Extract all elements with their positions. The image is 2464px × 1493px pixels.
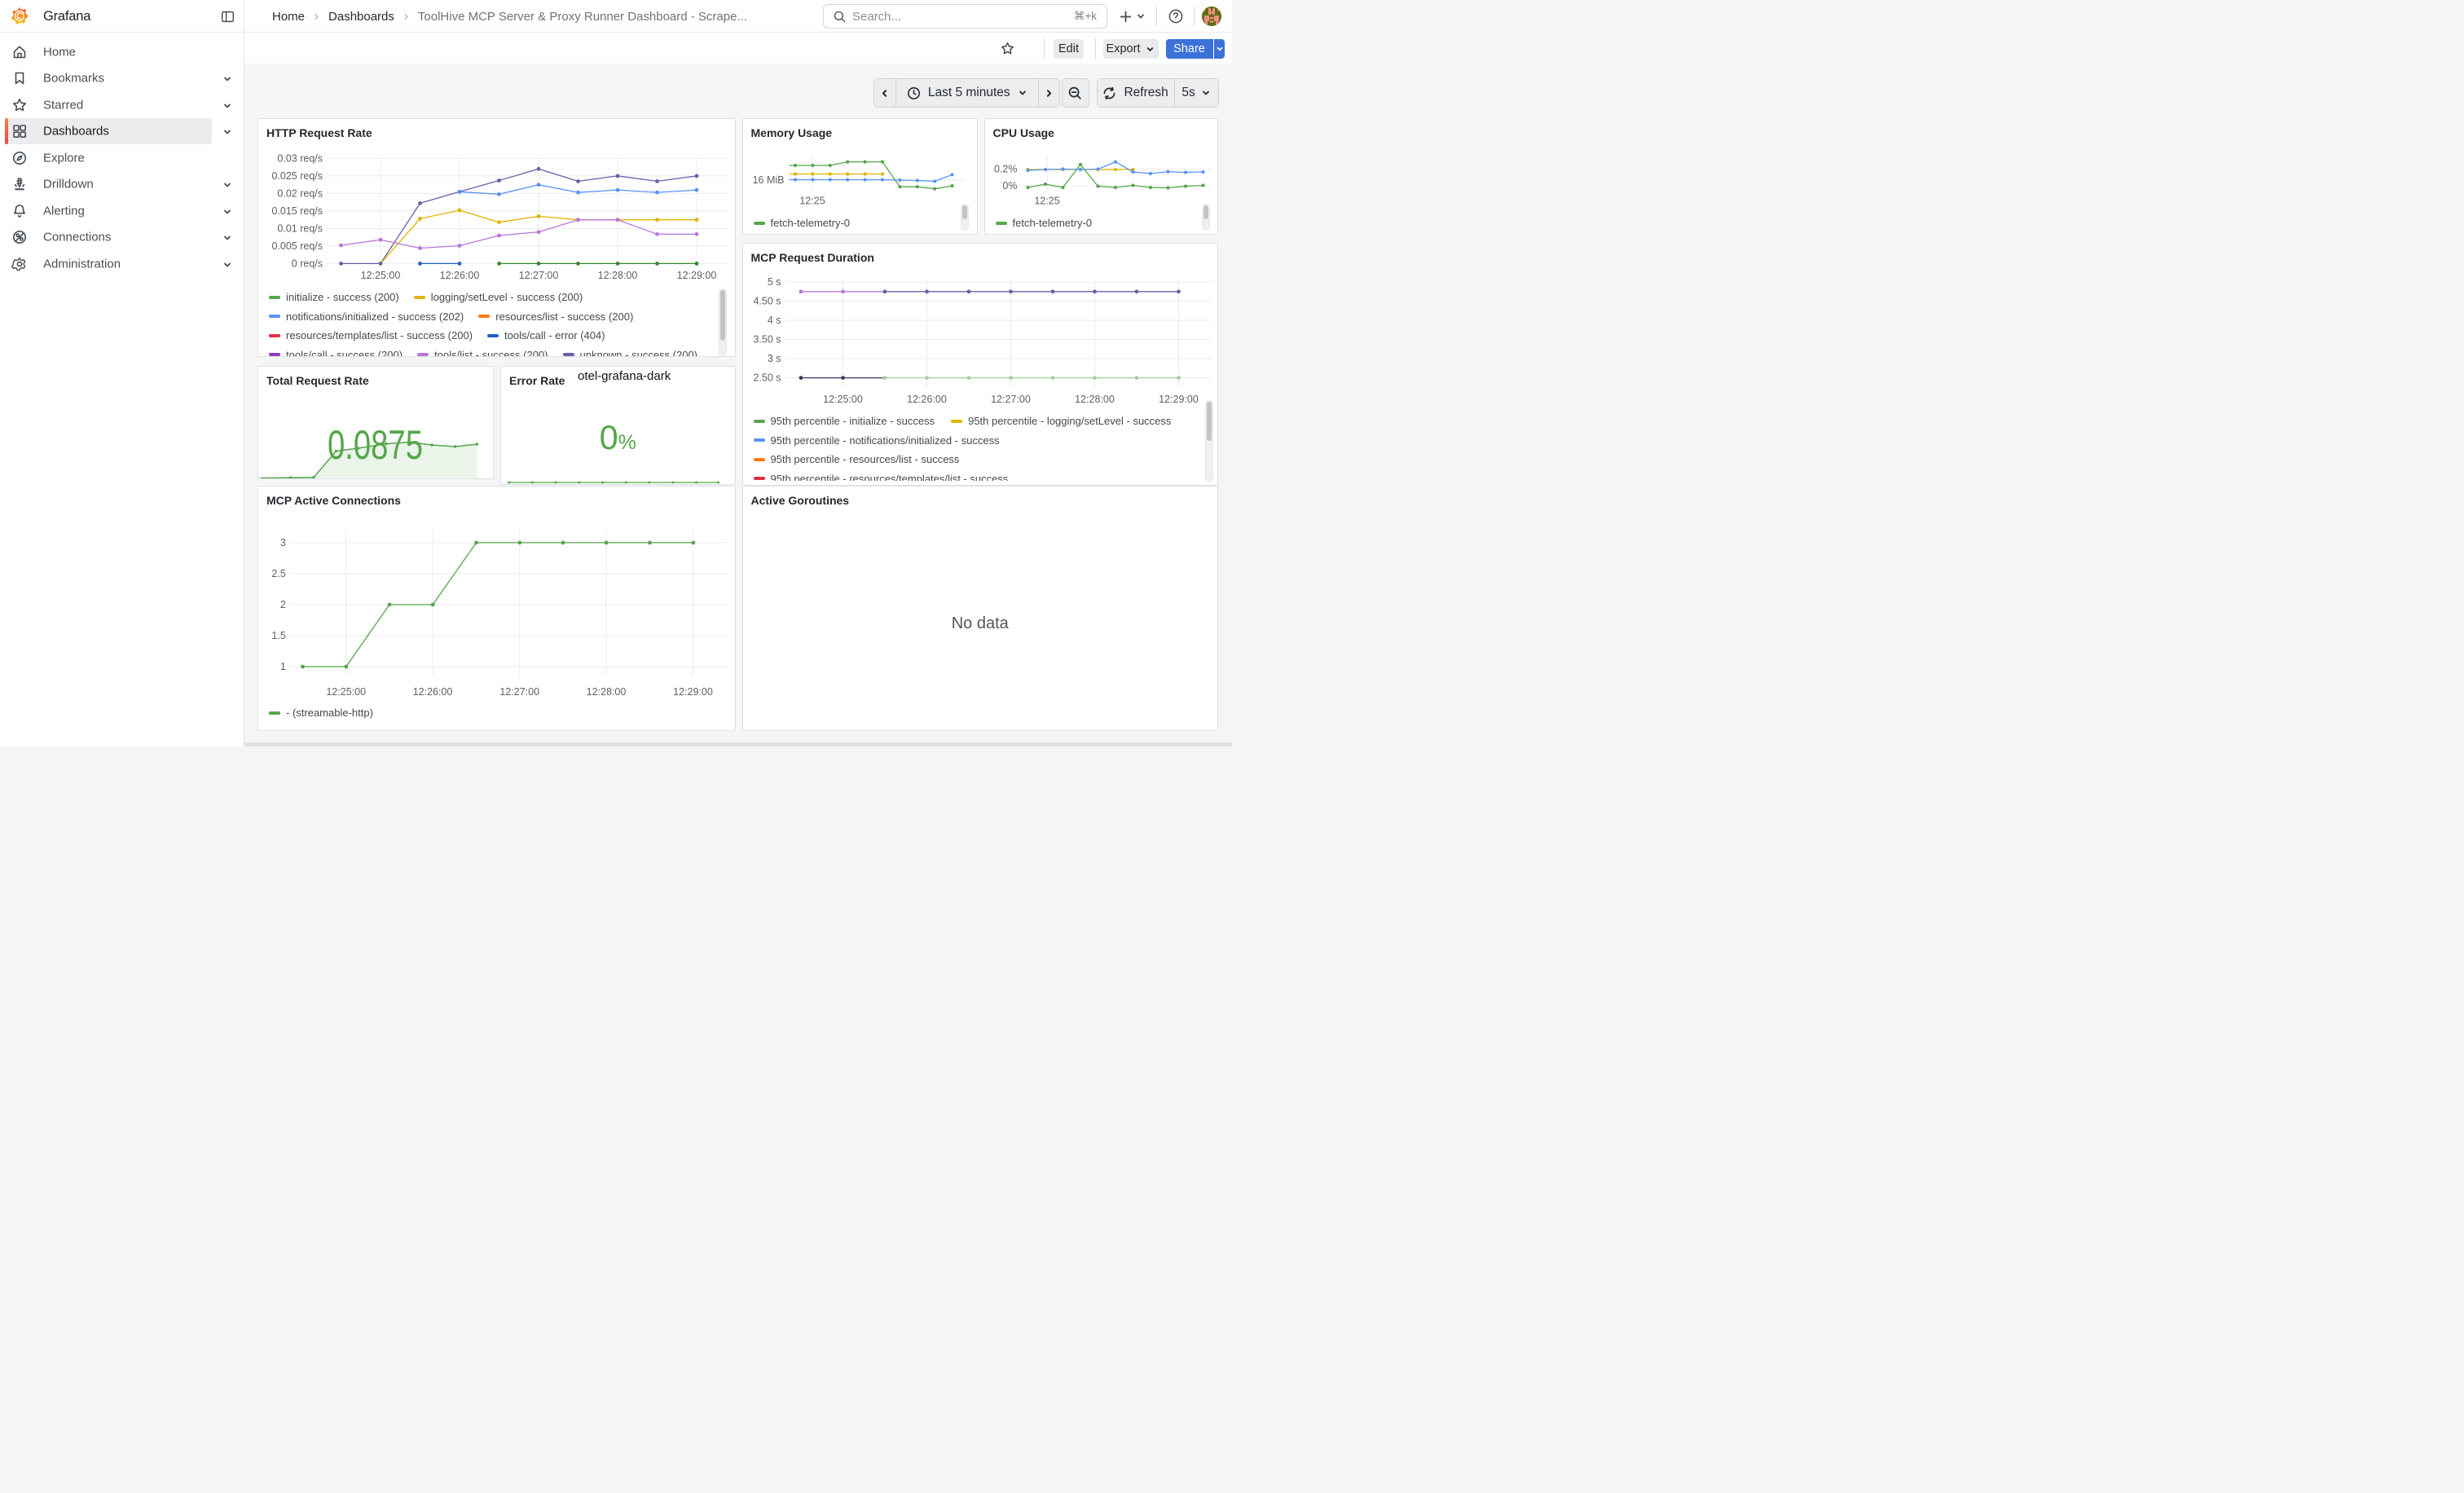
svg-text:4.50 s: 4.50 s (753, 296, 781, 307)
svg-text:16 MiB: 16 MiB (752, 174, 784, 186)
svg-text:12:26:00: 12:26:00 (413, 686, 453, 698)
svg-text:3.50 s: 3.50 s (753, 334, 781, 346)
svg-text:2.50 s: 2.50 s (753, 372, 781, 384)
svg-text:0.02 req/s: 0.02 req/s (277, 187, 323, 199)
svg-text:12:25: 12:25 (799, 196, 825, 207)
svg-text:12:27:00: 12:27:00 (499, 686, 539, 698)
svg-text:12:28:00: 12:28:00 (1075, 394, 1115, 405)
svg-text:0.005 req/s: 0.005 req/s (271, 240, 323, 252)
svg-text:2: 2 (280, 599, 286, 610)
svg-text:5 s: 5 s (767, 276, 781, 288)
svg-text:0 req/s: 0 req/s (292, 258, 323, 269)
svg-text:3: 3 (280, 537, 286, 548)
svg-text:0.025 req/s: 0.025 req/s (271, 170, 323, 182)
svg-text:12:25:00: 12:25:00 (823, 394, 863, 405)
svg-text:12:27:00: 12:27:00 (991, 394, 1031, 405)
svg-text:12:26:00: 12:26:00 (907, 394, 947, 405)
svg-text:12:26:00: 12:26:00 (440, 270, 480, 281)
svg-text:12:28:00: 12:28:00 (598, 270, 638, 281)
svg-text:0.03 req/s: 0.03 req/s (277, 152, 323, 164)
svg-text:12:27:00: 12:27:00 (519, 270, 559, 281)
svg-text:12:29:00: 12:29:00 (677, 270, 717, 281)
svg-text:3 s: 3 s (767, 353, 781, 364)
svg-text:0.01 req/s: 0.01 req/s (277, 222, 323, 234)
svg-text:0.2%: 0.2% (994, 164, 1018, 175)
svg-text:1: 1 (280, 661, 286, 672)
svg-text:4 s: 4 s (767, 315, 781, 326)
svg-text:12:29:00: 12:29:00 (673, 686, 713, 698)
svg-text:0.015 req/s: 0.015 req/s (271, 205, 323, 217)
svg-text:0%: 0% (1002, 180, 1017, 192)
svg-text:12:29:00: 12:29:00 (1159, 394, 1199, 405)
svg-text:12:28:00: 12:28:00 (587, 686, 627, 698)
svg-text:2.5: 2.5 (271, 568, 285, 579)
svg-text:1.5: 1.5 (271, 630, 285, 641)
svg-text:12:25:00: 12:25:00 (361, 270, 401, 281)
svg-text:12:25: 12:25 (1034, 196, 1059, 207)
svg-text:12:25:00: 12:25:00 (326, 686, 366, 698)
